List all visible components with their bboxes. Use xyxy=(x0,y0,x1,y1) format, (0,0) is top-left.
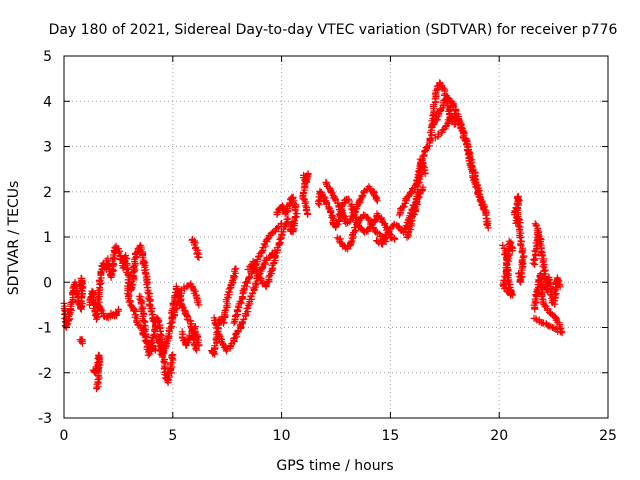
x-tick-label: 5 xyxy=(168,428,177,444)
x-tick-label: 25 xyxy=(599,428,617,444)
y-tick-label: 0 xyxy=(43,275,52,291)
sdtvar-data-markers xyxy=(60,79,566,393)
y-tick-label: 1 xyxy=(43,230,52,246)
y-axis-label: SDTVAR / TECUs xyxy=(6,181,22,296)
y-tick-label: -3 xyxy=(38,411,52,427)
x-tick-label: 10 xyxy=(273,428,291,444)
x-axis-label: GPS time / hours xyxy=(276,458,393,474)
x-tick-label: 0 xyxy=(60,428,69,444)
x-tick-label: 20 xyxy=(490,428,508,444)
grid-lines xyxy=(64,56,608,418)
y-tick-label: 5 xyxy=(43,49,52,65)
y-tick-label: -2 xyxy=(38,366,52,382)
y-tick-label: -1 xyxy=(38,321,52,337)
y-tick-label: 2 xyxy=(43,185,52,201)
y-tick-label: 4 xyxy=(43,94,52,110)
x-tick-label: 15 xyxy=(381,428,399,444)
y-tick-label: 3 xyxy=(43,140,52,156)
axis-ticks: 0 5 10 15 20 25 -3 -2 -1 0 1 2 3 4 5 xyxy=(38,49,617,444)
data-points xyxy=(60,79,566,393)
chart-title: Day 180 of 2021, Sidereal Day-to-day VTE… xyxy=(49,22,618,38)
